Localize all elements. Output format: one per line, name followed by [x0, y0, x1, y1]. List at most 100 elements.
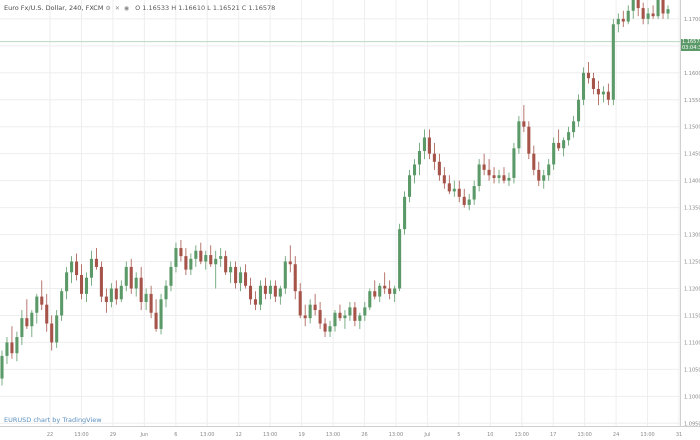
y-tick-label: 1.12000: [684, 286, 700, 292]
candle: [239, 266, 243, 292]
candle: [134, 272, 138, 297]
y-tick-label: 1.16000: [684, 71, 700, 77]
last-price-value: 1.16578: [682, 38, 700, 45]
candle: [303, 304, 307, 327]
x-tick-label: 13:00: [200, 432, 214, 438]
candle-body: [527, 126, 531, 154]
candle: [15, 331, 19, 362]
candle-body: [487, 169, 491, 176]
x-tick-label: 10: [487, 432, 493, 438]
candle: [581, 67, 586, 106]
candle: [343, 310, 347, 329]
candle: [114, 280, 118, 305]
candle: [646, 8, 650, 25]
candle: [253, 291, 258, 311]
candle: [20, 310, 24, 346]
candle-body: [224, 256, 228, 273]
x-tick-label: 13:00: [263, 432, 277, 438]
attribution-link[interactable]: EURUSD chart by TradingView: [4, 416, 102, 424]
candle-body: [248, 285, 253, 300]
candle-body: [477, 164, 481, 187]
candle-body: [15, 337, 19, 354]
y-tick-label: 1.14000: [684, 179, 700, 185]
candle: [164, 280, 168, 308]
candle: [368, 288, 372, 311]
candle: [601, 86, 605, 103]
y-axis[interactable]: 1.170001.165001.160001.155001.150001.145…: [684, 17, 700, 427]
candle: [273, 280, 277, 302]
settings-icon[interactable]: ⚙: [105, 4, 111, 12]
candle: [25, 299, 29, 329]
candle-body: [308, 304, 312, 319]
candle: [65, 266, 69, 300]
close-icon[interactable]: ✕: [114, 4, 120, 12]
candle: [497, 169, 501, 184]
y-tick-label: 1.13500: [684, 206, 700, 212]
candle: [308, 299, 312, 324]
candle: [328, 320, 332, 338]
candle-body: [442, 175, 446, 184]
candle: [517, 115, 521, 154]
candle-body: [129, 266, 133, 289]
y-tick-label: 1.10000: [684, 394, 700, 400]
candle-body: [557, 142, 561, 149]
x-tick-label: 5: [457, 432, 460, 438]
candle-body: [452, 188, 456, 192]
candle: [199, 242, 203, 265]
candle-body: [283, 261, 287, 289]
candle: [268, 280, 272, 300]
candle: [631, 0, 635, 19]
candle: [144, 288, 148, 311]
candle-body: [65, 272, 69, 292]
candle: [323, 318, 327, 338]
candle: [562, 137, 566, 157]
eye-icon[interactable]: ◉: [123, 4, 130, 12]
candle: [109, 283, 113, 308]
candle: [522, 105, 526, 133]
candle: [219, 248, 223, 267]
candle-body: [502, 175, 506, 181]
candle: [452, 180, 456, 197]
candle-body: [567, 132, 571, 141]
candle-body: [403, 196, 407, 230]
candle: [124, 261, 128, 292]
candle: [596, 80, 600, 106]
candle: [388, 280, 392, 300]
candle-body: [631, 0, 635, 11]
candle-body: [636, 0, 640, 9]
candle: [572, 115, 576, 138]
candle: [258, 280, 262, 311]
symbol-title[interactable]: Euro Fx/U.S. Dollar, 240, FXCM: [4, 4, 104, 12]
candle-body: [55, 315, 59, 343]
x-tick-label: 12: [236, 432, 242, 438]
candle: [318, 301, 322, 329]
candle-body: [427, 137, 431, 154]
candle: [50, 315, 54, 351]
candle: [611, 18, 615, 106]
candle-body: [75, 261, 79, 276]
candle-body: [383, 285, 387, 289]
candle: [234, 261, 238, 289]
x-tick-label: 13:00: [326, 432, 340, 438]
candle-body: [611, 24, 615, 100]
candle-body: [104, 296, 108, 302]
candle: [502, 167, 506, 184]
candle-body: [616, 18, 620, 25]
candle-body: [422, 137, 427, 151]
candle-body: [0, 355, 4, 379]
candle-body: [572, 121, 576, 133]
last-price-tag: 1.16578 03:04:38: [681, 38, 700, 51]
candle-body: [239, 272, 243, 284]
candle: [149, 285, 153, 319]
candle-body: [328, 326, 332, 332]
candle: [194, 245, 198, 267]
candle: [169, 261, 173, 292]
candle-body: [512, 148, 516, 178]
y-tick-label: 1.12500: [684, 260, 700, 266]
x-axis[interactable]: 22 13:00 29 Jun 6 13:00 12 13:00 19 13:00 26 13:00 J…: [47, 432, 682, 438]
x-tick-label: 6: [174, 432, 177, 438]
candle-body: [134, 277, 138, 289]
x-tick-label: 19: [298, 432, 304, 438]
candle-body: [149, 293, 153, 313]
